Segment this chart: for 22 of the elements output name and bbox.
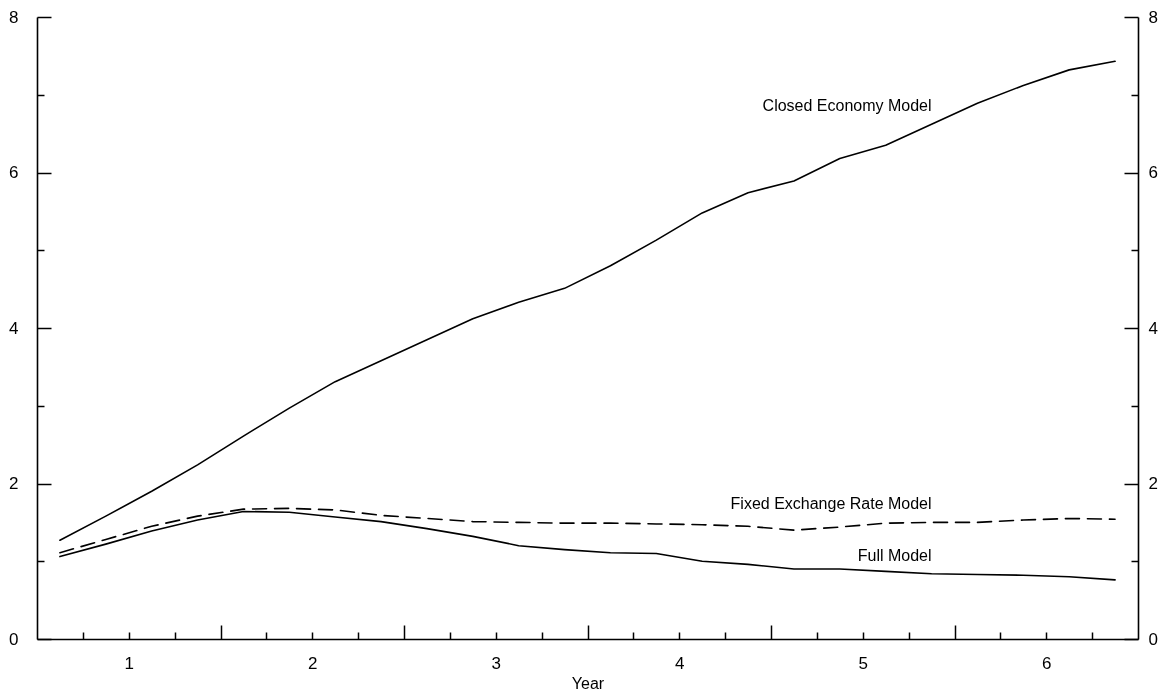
y-tick-label: 4 [9, 318, 19, 338]
y2-tick-label: 8 [1148, 7, 1158, 27]
y-tick-label: 8 [9, 7, 19, 27]
x-tick-label: 1 [124, 653, 134, 673]
x-tick-label: 6 [1042, 653, 1052, 673]
y2-tick-label: 6 [1148, 163, 1158, 182]
y2-tick-label: 2 [1148, 474, 1158, 493]
y2-tick-label: 0 [1148, 629, 1158, 649]
series-label: Full Model [857, 546, 932, 564]
line-series [59, 60, 1116, 542]
y-tick-label: 2 [9, 474, 19, 493]
x-tick-label: 5 [858, 653, 868, 673]
x-tick-label: 2 [308, 653, 318, 673]
x-tick-label: 4 [675, 653, 685, 673]
y2-tick-label: 4 [1148, 318, 1158, 338]
series-label: Fixed Exchange Rate Model [730, 495, 932, 513]
y-tick-label: 6 [9, 163, 19, 182]
series-label: Closed Economy Model [762, 97, 932, 115]
line-series [59, 510, 1116, 581]
y-tick-label: 0 [9, 629, 19, 649]
x-axis-title: Year [571, 674, 605, 691]
x-tick-label: 3 [491, 653, 501, 673]
